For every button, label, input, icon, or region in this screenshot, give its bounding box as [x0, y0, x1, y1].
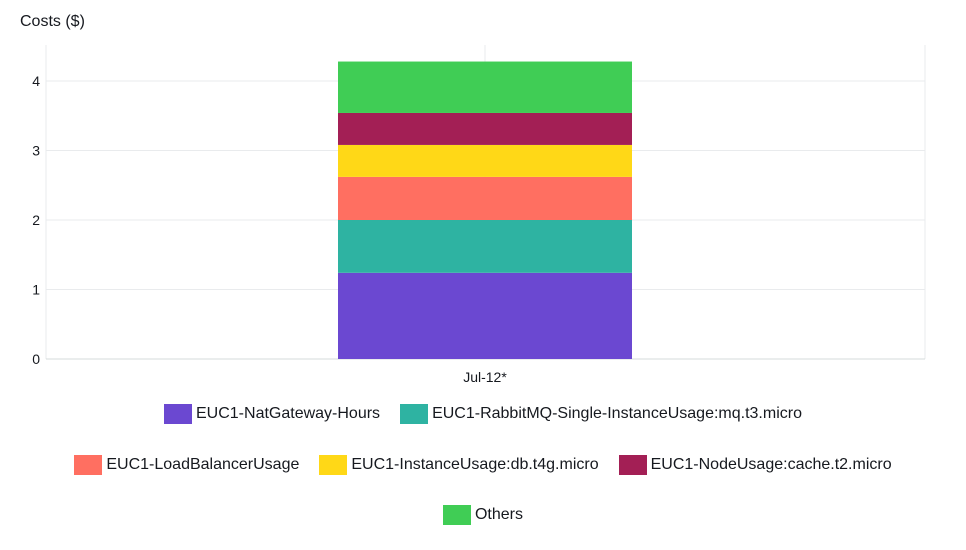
- legend-label: EUC1-InstanceUsage:db.t4g.micro: [351, 456, 599, 473]
- legend-swatch: [74, 455, 103, 475]
- legend-row-2: EUC1-LoadBalancerUsage EUC1-InstanceUsag…: [0, 455, 966, 475]
- legend-item-natgateway[interactable]: EUC1-NatGateway-Hours: [164, 404, 380, 424]
- bar-segment-2[interactable]: [338, 220, 632, 273]
- y-tick-label: 4: [32, 73, 40, 89]
- legend-swatch: [400, 404, 429, 424]
- y-tick-label: 2: [32, 212, 40, 228]
- axis-ticks: 0 1 2 3 4 Jul-12*: [32, 73, 507, 385]
- legend-label: EUC1-NodeUsage:cache.t2.micro: [650, 456, 892, 473]
- legend-item-nodeusage[interactable]: EUC1-NodeUsage:cache.t2.micro: [618, 455, 892, 475]
- legend-swatch: [319, 455, 348, 475]
- y-tick-label: 0: [32, 351, 40, 367]
- legend-row-3: Others: [0, 505, 966, 525]
- bar-segment-1[interactable]: [338, 272, 632, 359]
- y-tick-label: 1: [32, 282, 40, 298]
- legend-row-1: EUC1-NatGateway-Hours EUC1-RabbitMQ-Sing…: [0, 404, 966, 424]
- legend-swatch: [164, 404, 192, 424]
- legend-item-rabbitmq[interactable]: EUC1-RabbitMQ-Single-InstanceUsage:mq.t3…: [400, 404, 802, 424]
- stacked-bar-chart: 0 1 2 3 4 Jul-12*: [32, 45, 926, 385]
- bar-segment-4[interactable]: [338, 144, 632, 177]
- bar-segment-6[interactable]: [338, 61, 632, 113]
- bar-segment-5[interactable]: [338, 112, 632, 145]
- x-tick-label: Jul-12*: [463, 369, 507, 385]
- y-tick-label: 3: [32, 143, 40, 159]
- bar-segment-3[interactable]: [338, 176, 632, 220]
- legend-item-others[interactable]: Others: [442, 505, 523, 525]
- legend-label: EUC1-NatGateway-Hours: [196, 405, 381, 422]
- y-axis-title: Costs ($): [20, 13, 85, 30]
- legend-item-instanceusage[interactable]: EUC1-InstanceUsage:db.t4g.micro: [319, 455, 599, 475]
- legend-label: EUC1-LoadBalancerUsage: [106, 456, 300, 473]
- legend-item-loadbalancer[interactable]: EUC1-LoadBalancerUsage: [74, 455, 299, 475]
- legend-swatch: [442, 505, 471, 525]
- legend-label: Others: [474, 506, 523, 523]
- legend-label: EUC1-RabbitMQ-Single-InstanceUsage:mq.t3…: [432, 405, 802, 422]
- bar-stack: [338, 61, 632, 359]
- legend-swatch: [618, 455, 647, 475]
